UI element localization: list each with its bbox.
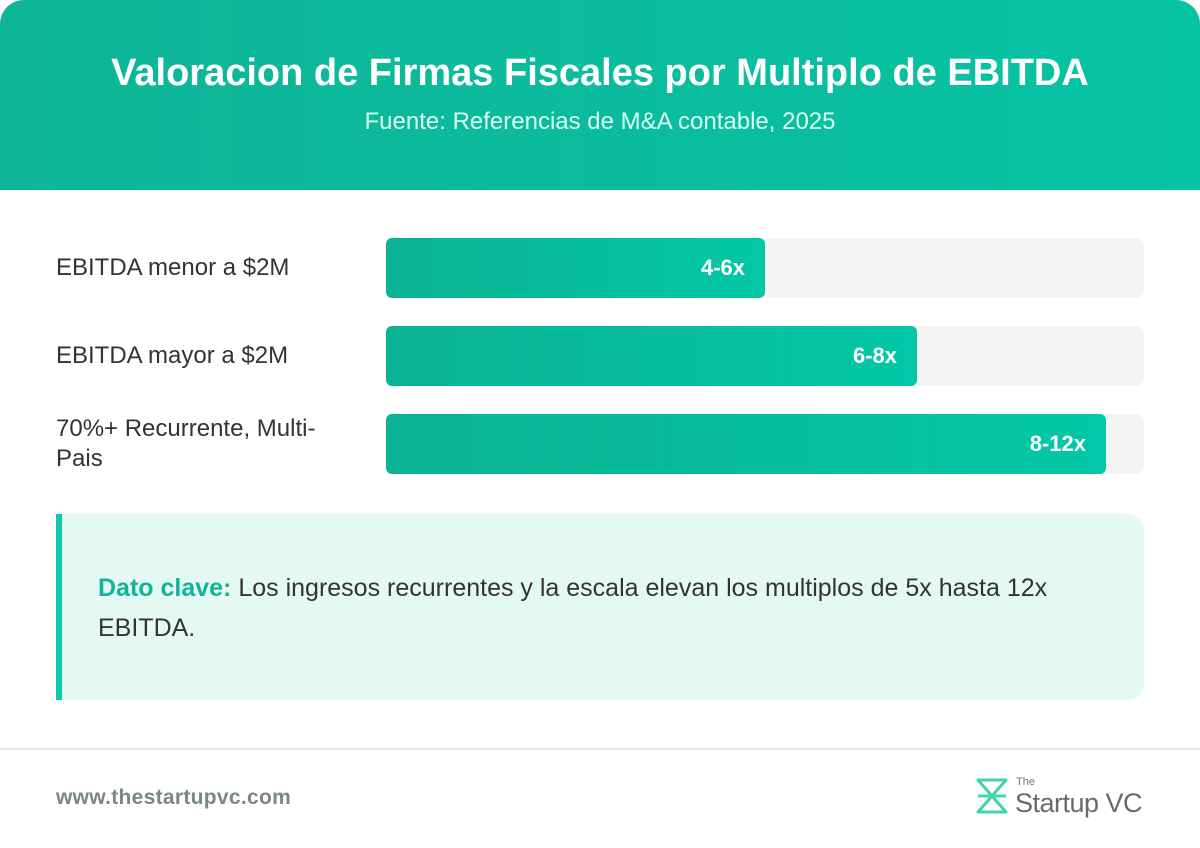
bar-track: 6-8x xyxy=(386,326,1144,386)
footer-url: www.thestartupvc.com xyxy=(56,786,292,809)
header-banner: Valoracion de Firmas Fiscales por Multip… xyxy=(0,0,1200,190)
footer-divider xyxy=(0,748,1200,750)
callout-text: Los ingresos recurrentes y la escala ele… xyxy=(98,574,1048,642)
page-subtitle: Fuente: Referencias de M&A contable, 202… xyxy=(364,108,836,135)
chart-row: 70%+ Recurrente, Multi-Pais 8-12x xyxy=(56,414,1144,474)
brand-logo: The Startup VC xyxy=(975,774,1147,818)
bar-track: 8-12x xyxy=(386,414,1144,474)
page-title: Valoracion de Firmas Fiscales por Multip… xyxy=(111,52,1089,94)
bar-chart: EBITDA menor a $2M 4-6x EBITDA mayor a $2M… xyxy=(0,190,1200,500)
category-label: 70%+ Recurrente, Multi-Pais xyxy=(56,415,316,472)
bar-track: 4-6x xyxy=(386,238,1144,298)
category-label: EBITDA mayor a $2M xyxy=(56,342,289,369)
bar-value-label: 6-8x xyxy=(852,343,897,368)
bar: 6-8x xyxy=(386,326,917,386)
logo-the-text: The xyxy=(1016,776,1035,788)
logo-name-text: Startup VC xyxy=(1015,788,1143,818)
startupvc-logo-icon xyxy=(976,778,1008,814)
bar-value-label: 8-12x xyxy=(1029,431,1086,456)
chart-row: EBITDA mayor a $2M 6-8x xyxy=(56,326,1144,386)
chart-row: EBITDA menor a $2M 4-6x xyxy=(56,238,1144,298)
key-fact-callout: Dato clave: Los ingresos recurrentes y l… xyxy=(56,514,1144,700)
bar: 4-6x xyxy=(386,238,765,298)
bar-value-label: 4-6x xyxy=(700,255,745,280)
category-label: EBITDA menor a $2M xyxy=(56,254,290,281)
callout-key-label: Dato clave: xyxy=(98,574,232,602)
bar: 8-12x xyxy=(386,414,1106,474)
